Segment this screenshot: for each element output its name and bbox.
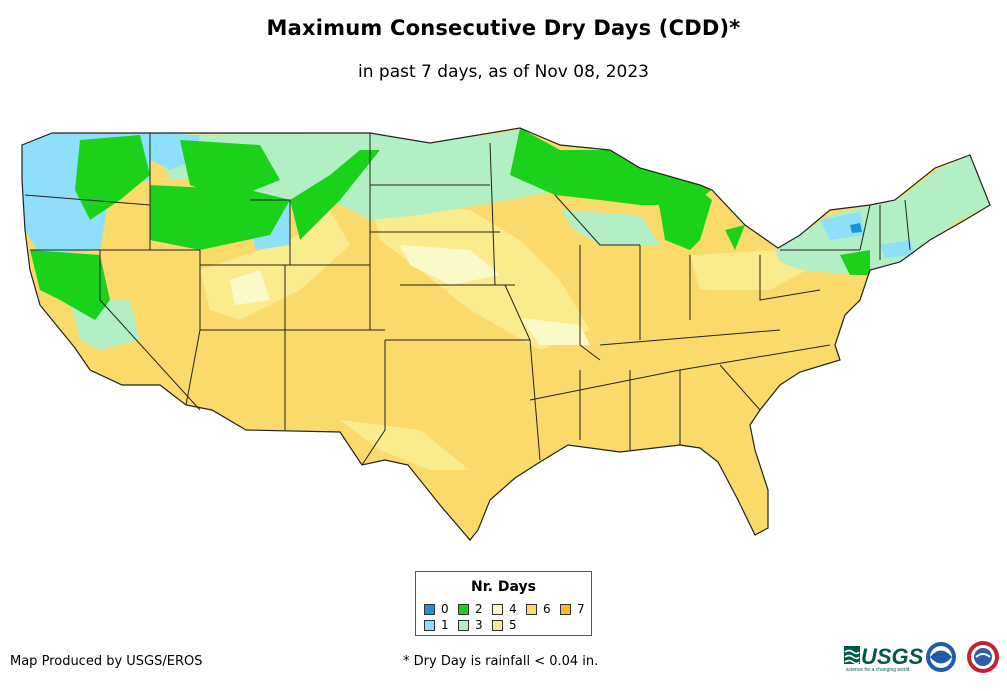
- legend-item-4: 4: [492, 602, 517, 616]
- legend-swatch-2: [458, 603, 469, 615]
- legend-swatch-5: [492, 619, 503, 631]
- legend-swatch-4: [492, 603, 503, 615]
- legend: Nr. Days 0 1 2 3 4 5 6 7: [415, 571, 592, 636]
- legend-swatch-7: [560, 603, 571, 615]
- legend-item-1: 1: [424, 618, 449, 632]
- legend-swatch-0: [424, 603, 435, 615]
- legend-item-5: 5: [492, 618, 517, 632]
- legend-item-7: 7: [560, 602, 585, 616]
- state-boundaries: [21, 127, 991, 541]
- producer-credit: Map Produced by USGS/EROS: [10, 654, 203, 669]
- legend-swatch-6: [526, 603, 537, 615]
- map-title: Maximum Consecutive Dry Days (CDD)*: [266, 16, 741, 40]
- legend-swatch-3: [458, 619, 469, 631]
- usgs-tagline: science for a changing world: [846, 667, 910, 673]
- usgs-wordmark: USGS: [861, 644, 924, 669]
- legend-swatch-1: [424, 619, 435, 631]
- legend-item-0: 0: [424, 602, 449, 616]
- legend-item-2: 2: [458, 602, 483, 616]
- dry-days-shading: [22, 128, 990, 540]
- nws-logo: [967, 641, 999, 673]
- dry-day-footnote: * Dry Day is rainfall < 0.04 in.: [403, 654, 599, 669]
- legend-title: Nr. Days: [471, 579, 536, 595]
- agency-logos: USGS science for a changing world: [844, 641, 999, 673]
- noaa-logo: [926, 642, 956, 672]
- map-subtitle: in past 7 days, as of Nov 08, 2023: [358, 62, 649, 82]
- legend-item-6: 6: [526, 602, 551, 616]
- legend-item-3: 3: [458, 618, 483, 632]
- usgs-logo: USGS science for a changing world: [844, 644, 924, 673]
